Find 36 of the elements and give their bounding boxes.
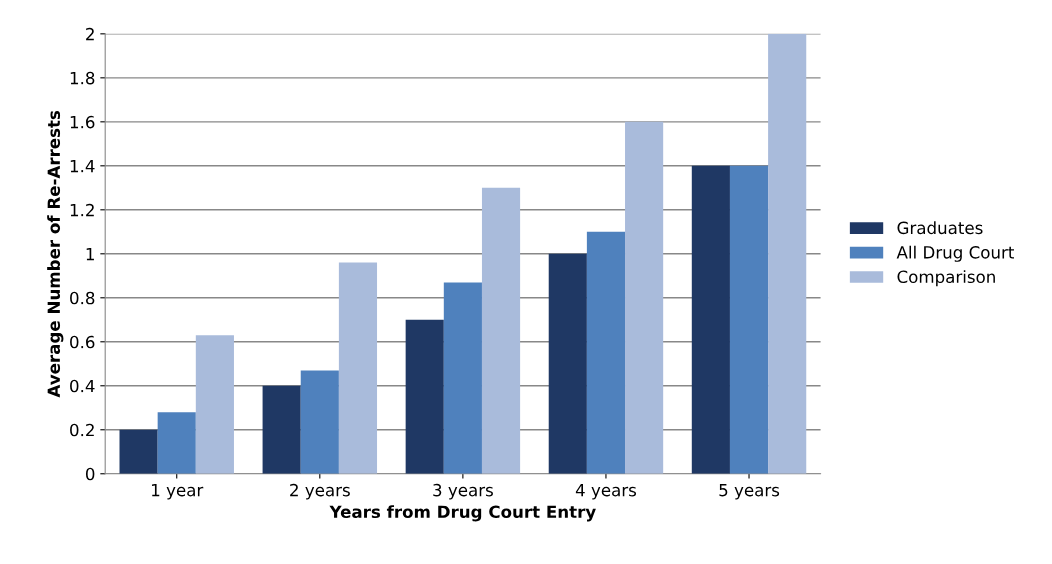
legend-label: Comparison: [897, 270, 995, 287]
x-tick-label: 4 years: [575, 484, 637, 500]
legend-label: Graduates: [897, 221, 983, 235]
bar: [262, 385, 301, 474]
legend-label: All Drug Court: [896, 245, 1015, 262]
y-tick-label: 1.4: [70, 160, 95, 173]
y-tick-label: 2: [86, 27, 94, 41]
bar: [548, 253, 587, 474]
y-tick-label: 0.4: [70, 379, 95, 393]
bar: [729, 165, 769, 474]
x-axis-title: Years from Drug Court Entry: [329, 505, 596, 522]
y-tick-label: 1.2: [70, 203, 94, 217]
bar: [443, 282, 482, 474]
bar: [481, 187, 521, 474]
y-axis-title: Average Number of Re-Arrests: [47, 110, 64, 398]
bar: [119, 429, 158, 474]
bar: [157, 412, 196, 474]
y-tick-label: 1.6: [70, 115, 95, 129]
x-tick-label: 5 years: [719, 484, 780, 500]
x-tick-label: 2 years: [290, 483, 350, 500]
bar: [586, 231, 626, 474]
bar: [768, 33, 807, 474]
y-tick-label: 0.2: [70, 423, 94, 437]
y-tick-label: 0.6: [70, 335, 95, 349]
bar: [625, 121, 664, 474]
bar: [338, 262, 378, 474]
y-tick-label: 1.8: [70, 71, 95, 85]
y-tick-label: 0.8: [70, 291, 95, 305]
x-tick-label: 3 years: [433, 483, 493, 500]
bar: [405, 319, 444, 474]
bar: [300, 370, 339, 474]
bar: [691, 165, 730, 474]
bar: [195, 335, 234, 474]
y-tick-label: 0: [85, 467, 95, 481]
y-tick-label: 1: [86, 247, 94, 261]
x-tick-label: 1 year: [152, 484, 204, 500]
